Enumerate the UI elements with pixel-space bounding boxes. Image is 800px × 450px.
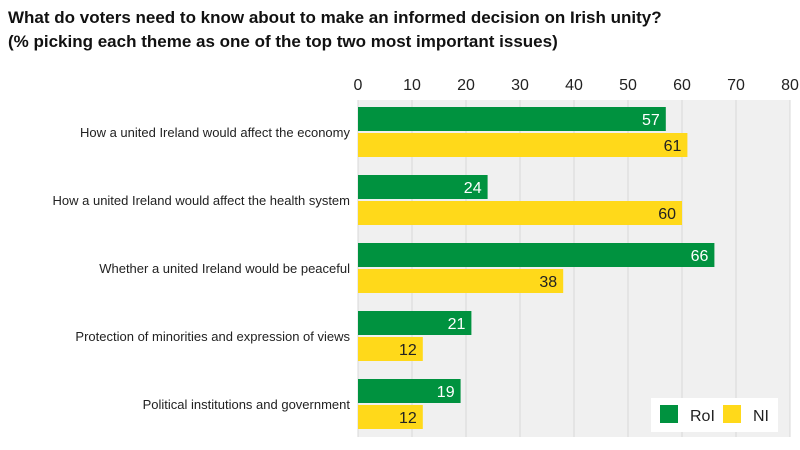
chart-title-main: What do voters need to know about to mak… [8,8,662,27]
bar-ni [358,133,688,157]
legend-label: RoI [690,408,715,425]
bar-ni [358,269,564,293]
data-label: 66 [691,248,709,265]
bar-ni [358,201,682,225]
bar-roi [358,379,461,403]
category-label: How a united Ireland would affect the he… [53,193,351,208]
x-tick-label: 70 [727,77,745,94]
bar-roi [358,311,472,335]
data-label: 19 [437,384,455,401]
data-label: 60 [658,206,676,223]
x-tick-label: 10 [403,77,421,94]
category-label: Whether a united Ireland would be peacef… [99,261,350,276]
chart-subtitle: (% picking each theme as one of the top … [8,32,558,51]
bar-ni [358,405,423,429]
x-tick-label: 0 [354,77,363,94]
bar-roi [358,175,488,199]
data-label: 38 [539,274,557,291]
chart-title: What do voters need to know about to mak… [8,6,662,54]
data-label: 12 [399,410,417,427]
category-label: Political institutions and government [143,397,351,412]
x-tick-label: 80 [781,77,799,94]
data-label: 24 [464,180,482,197]
data-label: 21 [448,316,466,333]
x-tick-label: 20 [457,77,475,94]
bar-ni [358,337,423,361]
x-tick-label: 50 [619,77,637,94]
category-label: Protection of minorities and expression … [75,329,350,344]
x-tick-label: 60 [673,77,691,94]
bar-roi [358,243,715,267]
data-label: 12 [399,342,417,359]
data-label: 57 [642,112,660,129]
legend-swatch-ni [723,405,741,423]
legend-label: NI [753,408,769,425]
data-label: 61 [664,138,682,155]
category-label: How a united Ireland would affect the ec… [80,125,351,140]
x-tick-label: 40 [565,77,583,94]
x-tick-label: 30 [511,77,529,94]
bar-roi [358,107,666,131]
legend-swatch-roi [660,405,678,423]
